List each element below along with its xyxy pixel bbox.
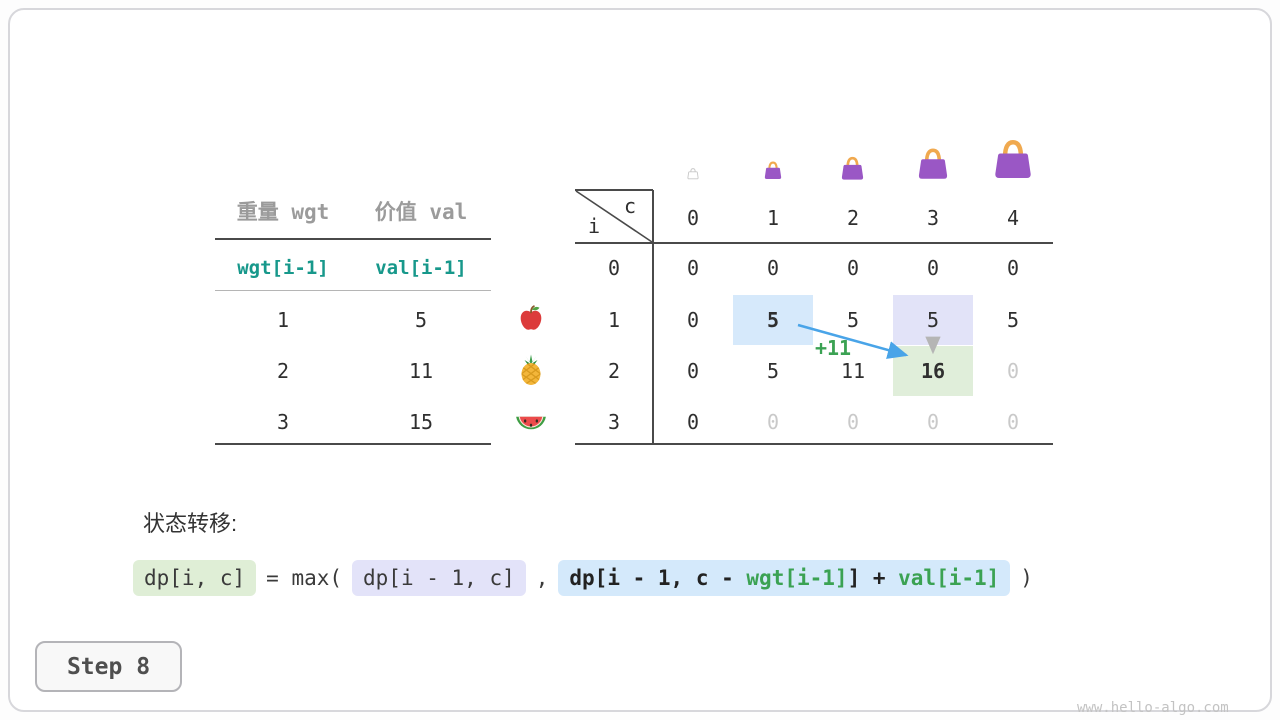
dp-col-header-0: 0	[686, 206, 700, 230]
dp-col-header-3: 3	[926, 206, 940, 230]
dp-header-rule	[575, 242, 1053, 244]
formula-arg2-wgt: wgt[i-1]	[746, 566, 848, 590]
items-formula-wgt: wgt[i-1]	[237, 257, 329, 279]
dp-corner-col-var: c	[623, 194, 637, 218]
dp-cell-0-3: 0	[926, 256, 940, 280]
bag-small-icon	[762, 160, 784, 181]
dp-cell-1-0: 0	[686, 308, 700, 332]
dp-row-label-2: 2	[607, 359, 621, 383]
dp-cell-2-1: 5	[766, 359, 780, 383]
items-table-rule-mid	[215, 290, 491, 291]
items-table-rule-top	[215, 238, 491, 240]
formula-arg1: dp[i - 1, c]	[352, 560, 526, 596]
dp-row-label-3: 3	[607, 410, 621, 434]
item-row-2-wgt: 3	[276, 410, 290, 434]
dp-cell-1-4: 5	[1006, 308, 1020, 332]
dp-corner-top-border	[575, 189, 653, 191]
formula-arg2-val: val[i-1]	[898, 566, 1000, 590]
item-row-2-val: 15	[408, 410, 434, 434]
bag-large-icon	[914, 146, 952, 182]
watermark: www.hello-algo.com	[1077, 700, 1229, 716]
item-row-1-wgt: 2	[276, 359, 290, 383]
dp-cell-3-1: 0	[766, 410, 780, 434]
formula-arg2-middle: ] +	[847, 566, 899, 590]
dp-cell-0-4: 0	[1006, 256, 1020, 280]
item-row-1-val: 11	[408, 359, 434, 383]
item-row-0-val: 5	[414, 308, 428, 332]
watermelon-icon	[514, 407, 548, 437]
dp-cell-1-3: 5	[893, 295, 973, 345]
dp-cell-2-2: 11	[840, 359, 866, 383]
formula-close: )	[1020, 566, 1033, 590]
dp-col-header-1: 1	[766, 206, 780, 230]
bag-medium-icon	[838, 155, 867, 182]
dp-cell-3-2: 0	[846, 410, 860, 434]
dp-cell-2-3: 16	[893, 346, 973, 396]
dp-vertical-rule	[652, 190, 654, 445]
dp-cell-3-0: 0	[686, 410, 700, 434]
item-row-0-wgt: 1	[276, 308, 290, 332]
dp-cell-0-1: 0	[766, 256, 780, 280]
transition-title: 状态转移:	[143, 511, 238, 536]
bag-xlarge-icon	[989, 137, 1037, 182]
dp-cell-3-3: 0	[926, 410, 940, 434]
dp-cell-1-1: 5	[733, 295, 813, 345]
formula-comma: ,	[535, 566, 549, 590]
formula-equals: = max(	[266, 566, 343, 590]
dp-cell-2-4: 0	[1006, 359, 1020, 383]
apple-icon	[516, 303, 546, 333]
dp-row-label-1: 1	[607, 308, 621, 332]
items-formula-val: val[i-1]	[375, 257, 467, 279]
dp-cell-0-0: 0	[686, 256, 700, 280]
formula-lhs: dp[i, c]	[133, 560, 257, 596]
items-table-rule-bottom	[215, 443, 491, 445]
dp-cell-2-0: 0	[686, 359, 700, 383]
dp-col-header-4: 4	[1006, 206, 1020, 230]
dp-bottom-rule	[575, 443, 1053, 445]
dp-col-header-2: 2	[846, 206, 860, 230]
dp-cell-3-4: 0	[1006, 410, 1020, 434]
arrow-value-label: +11	[814, 336, 852, 360]
transition-formula: dp[i, c] = max( dp[i - 1, c] , dp[i - 1,…	[133, 560, 1033, 596]
items-col-header-value: 价值 val	[374, 200, 468, 224]
dp-corner-row-var: i	[587, 214, 601, 238]
formula-arg2-prefix: dp[i - 1, c -	[569, 566, 747, 590]
dp-row-label-0: 0	[607, 256, 621, 280]
bag-empty-icon	[686, 167, 700, 180]
pineapple-icon	[515, 354, 547, 386]
step-badge: Step 8	[35, 641, 182, 692]
items-col-header-weight: 重量 wgt	[236, 200, 330, 224]
formula-arg2: dp[i - 1, c - wgt[i-1]] + val[i-1]	[558, 560, 1011, 596]
dp-cell-0-2: 0	[846, 256, 860, 280]
